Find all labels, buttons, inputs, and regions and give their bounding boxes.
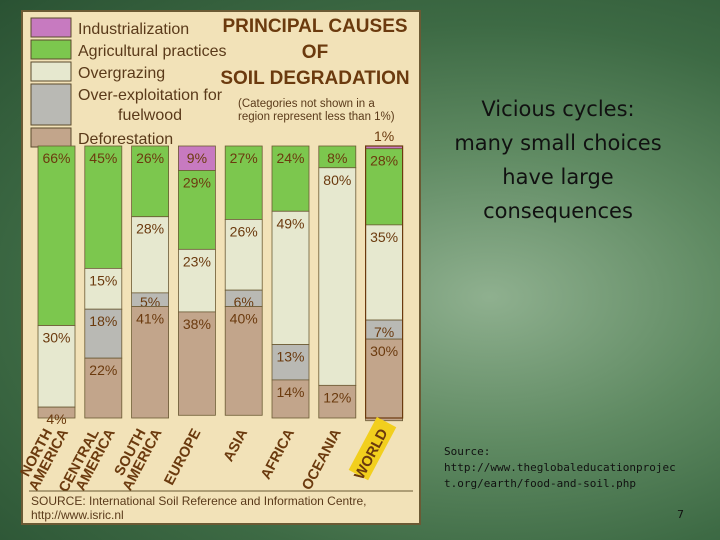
legend-label: Agricultural practices: [78, 43, 227, 60]
page-number: 7: [677, 508, 684, 521]
chart-title: OF: [302, 42, 328, 63]
category-label: EUROPE: [162, 426, 205, 488]
data-label: 18%: [89, 313, 117, 329]
legend-label: Overgrazing: [78, 65, 165, 82]
slide-title-line: many small choices: [454, 131, 662, 155]
data-label: 8%: [327, 150, 347, 166]
bar-segment: [131, 145, 170, 218]
source-url: http://www.theglobaleducationproject.org…: [444, 461, 676, 490]
bar-segment: [84, 145, 123, 269]
data-label: 24%: [276, 150, 304, 166]
world-label-highlight: [348, 416, 397, 481]
category-label: OCEANIA: [299, 426, 345, 493]
bar-segment: [84, 308, 123, 359]
data-label: 14%: [276, 384, 304, 400]
data-label: 66%: [42, 150, 70, 166]
bar-segment: [318, 384, 357, 419]
bar-segment: [365, 338, 404, 422]
data-label: 15%: [89, 272, 117, 288]
bar-segment: [84, 357, 123, 419]
bar-segment: [224, 219, 263, 291]
data-label: 30%: [42, 330, 70, 346]
bar-segment: [318, 167, 357, 386]
category-label: ASIA: [221, 426, 252, 465]
bar-segment: [84, 267, 123, 310]
bar-segment: [37, 406, 76, 419]
slide-title: Vicious cycles: many small choices have …: [440, 92, 676, 228]
data-label: 12%: [323, 389, 351, 405]
data-label: 80%: [323, 172, 351, 188]
data-label: 27%: [230, 150, 258, 166]
bar-segment: [37, 325, 76, 408]
bar-segment: [271, 145, 310, 212]
bar-segment: [131, 216, 170, 294]
data-label: 5%: [140, 294, 160, 310]
data-label: 40%: [230, 310, 258, 326]
data-label: 30%: [370, 343, 398, 359]
data-label: 9%: [187, 150, 207, 166]
bar-segment: [177, 248, 216, 313]
data-label: 4%: [46, 411, 66, 427]
data-label: 26%: [230, 223, 258, 239]
data-label: 28%: [370, 153, 398, 169]
data-label: 45%: [89, 150, 117, 166]
data-label: 22%: [89, 362, 117, 378]
legend-swatch: [30, 61, 72, 82]
chart-source-url: http://www.isric.nl: [31, 508, 124, 522]
data-label: 26%: [136, 150, 164, 166]
bar-segment: [365, 224, 404, 321]
bar-segment: [271, 210, 310, 345]
slide-title-line: have large: [502, 165, 614, 189]
data-label: 28%: [136, 221, 164, 237]
data-label: 29%: [183, 174, 211, 190]
bar-segment: [37, 145, 76, 326]
bar-segment: [177, 311, 216, 416]
chart-title: SOIL DEGRADATION: [220, 68, 409, 89]
bar-segment: [224, 306, 263, 416]
legend-label: Over-exploitation for: [78, 87, 223, 104]
data-label: 7%: [374, 324, 394, 340]
legend-swatch: [30, 17, 72, 38]
legend-swatch: [30, 39, 72, 60]
chart-note: region represent less than 1%): [238, 111, 395, 123]
slide-title-line: consequences: [483, 199, 633, 223]
bar-segment: [177, 145, 216, 171]
world-bar-outline: [365, 145, 404, 419]
data-label: 35%: [370, 229, 398, 245]
chart-title: PRINCIPAL CAUSES: [222, 16, 407, 37]
bar-segment: [271, 379, 310, 419]
chart-source: SOURCE: International Soil Reference and…: [31, 494, 367, 508]
slide-source: Source: http://www.theglobaleducationpro…: [444, 444, 684, 492]
legend-swatch: [30, 83, 72, 126]
slide-title-line: Vicious cycles:: [481, 97, 635, 121]
source-label: Source:: [444, 445, 491, 458]
legend-swatch: [30, 127, 72, 148]
category-label: AFRICA: [258, 426, 298, 482]
bar-segment: [177, 170, 216, 250]
legend-label: Industrialization: [78, 21, 189, 38]
data-label: 13%: [276, 349, 304, 365]
data-label: 38%: [183, 316, 211, 332]
data-label: 1%: [374, 128, 394, 144]
data-label: 41%: [136, 310, 164, 326]
bar-segment: [271, 344, 310, 381]
chart-note: (Categories not shown in a: [238, 98, 375, 110]
legend-label: Deforestation: [78, 131, 173, 148]
legend-label: fuelwood: [118, 107, 182, 124]
data-label: 23%: [183, 253, 211, 269]
data-label: 49%: [276, 215, 304, 231]
bar-segment: [131, 306, 170, 419]
